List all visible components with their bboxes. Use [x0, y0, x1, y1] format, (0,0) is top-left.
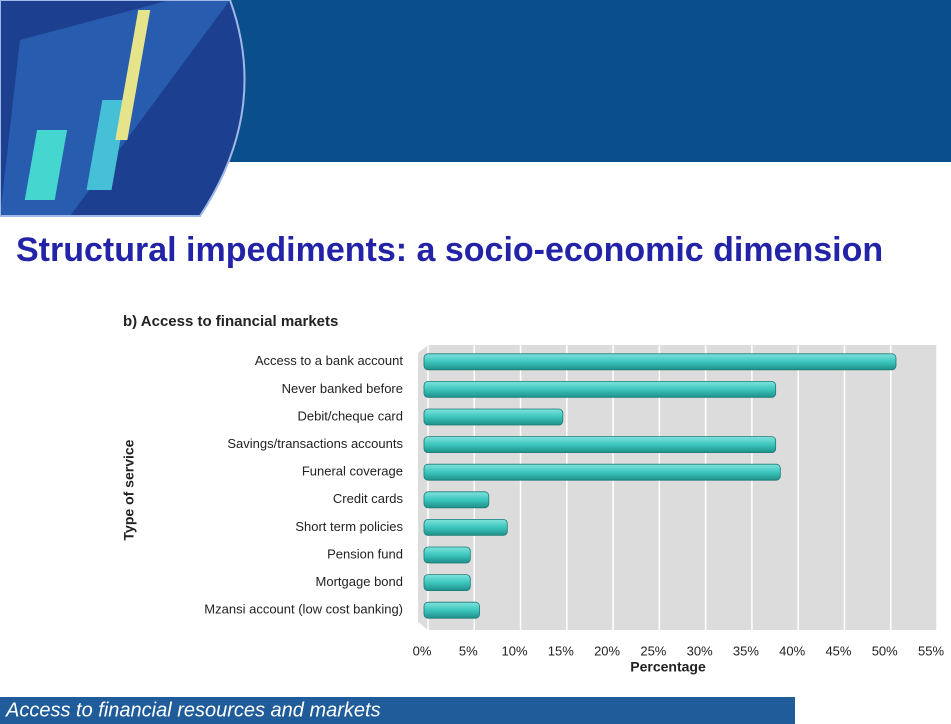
slide-title: Structural impediments: a socio-economic…: [16, 231, 883, 269]
bar: [423, 519, 508, 536]
x-tick-label: 50%: [872, 643, 898, 658]
bar: [423, 436, 777, 454]
y-tick-label: Access to a bank account: [255, 353, 404, 368]
bar: [423, 491, 490, 509]
x-tick-label: 10%: [502, 643, 528, 658]
bar: [423, 353, 897, 371]
bar: [423, 380, 777, 398]
x-tick-label: 35%: [733, 643, 759, 658]
y-tick-label: Pension fund: [327, 546, 403, 561]
bar: [423, 574, 471, 591]
x-tick-label: 30%: [687, 643, 713, 658]
y-tick-label: Short term policies: [295, 519, 403, 534]
x-tick-label: 0%: [413, 643, 432, 658]
y-tick-label: Debit/cheque card: [297, 408, 403, 423]
footer: Access to financial resources and market…: [5, 699, 381, 721]
chart-title: b) Access to financial markets: [123, 313, 338, 330]
y-tick-label: Credit cards: [333, 491, 404, 506]
bar: [423, 601, 480, 619]
x-tick-label: 25%: [640, 643, 666, 658]
bar: [423, 408, 564, 426]
x-tick-label: 20%: [594, 643, 620, 658]
bar: [423, 546, 471, 564]
bar: [423, 463, 781, 481]
x-tick-label: 45%: [825, 643, 851, 658]
header-graphic: [0, 0, 246, 217]
header-band: [200, 0, 951, 162]
y-axis-label: Type of service: [121, 439, 137, 540]
y-tick-label: Mortgage bond: [316, 574, 403, 589]
x-tick-label: 55%: [918, 643, 944, 658]
x-tick-label: 15%: [548, 643, 574, 658]
x-tick-label: 40%: [779, 643, 805, 658]
y-tick-label: Mzansi account (low cost banking): [204, 602, 403, 617]
x-axis-label: Percentage: [630, 659, 706, 675]
y-tick-label: Savings/transactions accounts: [227, 436, 403, 451]
y-tick-label: Funeral coverage: [302, 464, 403, 479]
footer-band: [0, 697, 795, 724]
x-tick-label: 5%: [459, 643, 478, 658]
y-tick-label: Never banked before: [282, 381, 403, 396]
